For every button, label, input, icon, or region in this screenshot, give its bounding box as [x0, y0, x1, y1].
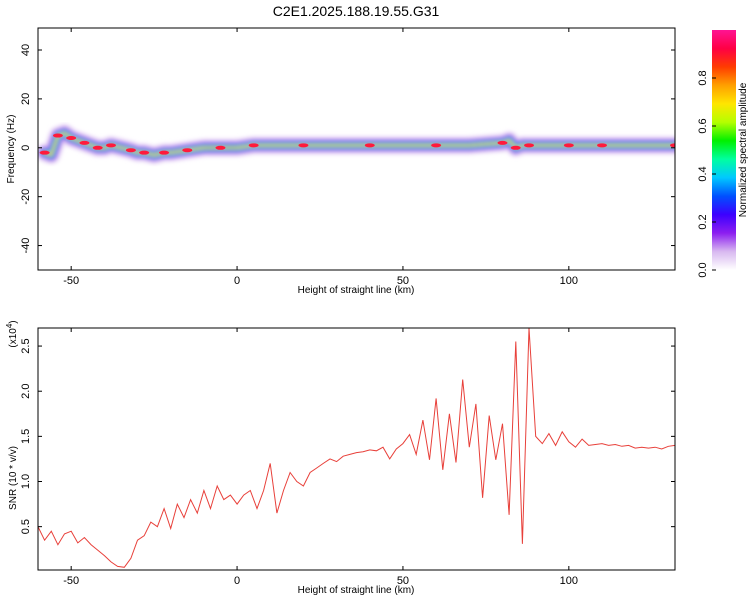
snr-frame — [37, 327, 676, 571]
colorbar-tick-label: 0.6 — [697, 118, 709, 133]
colorbar-tick-label: 0.8 — [697, 70, 709, 85]
heatmap-peak — [92, 145, 103, 150]
snr-x-tick-label: -50 — [63, 575, 79, 587]
snr-x-tick-label: 50 — [397, 575, 409, 587]
heatmap-peak — [66, 136, 77, 140]
heatmap-peak — [510, 145, 521, 150]
heatmap-peak — [670, 143, 675, 148]
snr-ticks: -50 0 50 100 0.5 1.0 1.5 2.0 2.5 — [20, 328, 675, 587]
heatmap-peak — [248, 143, 259, 148]
heatmap-peak — [497, 140, 508, 145]
colorbar-gradient — [712, 30, 736, 270]
heatmap-peak — [182, 148, 193, 153]
colorbar: 0.0 0.2 0.4 0.6 0.8 Normalized spectral ampl… — [697, 30, 749, 278]
snr-x-tick-label: 0 — [234, 575, 240, 587]
snr-panel: -50 0 50 100 0.5 1.0 1.5 2.0 2.5 Height of strai… — [5, 320, 676, 596]
snr-y-tick-label: 1.5 — [20, 429, 32, 444]
spectrogram-y-tick-label: -20 — [20, 189, 32, 205]
snr-y-tick-label: 2.5 — [20, 338, 32, 353]
colorbar-label: Normalized spectral amplitude — [738, 82, 749, 217]
heatmap-peak — [139, 150, 150, 155]
heatmap-peak — [298, 143, 309, 148]
heatmap-layer — [38, 124, 675, 165]
snr-y-multiplier: (x104) — [5, 320, 19, 347]
spectrogram-panel: -50 0 50 100 -40 -20 0 20 40 Height of straight … — [6, 27, 676, 296]
chart-title: C2E1.2025.188.19.55.G31 — [273, 3, 440, 19]
heatmap-peak — [39, 150, 50, 155]
spectrogram-x-tick-label: -50 — [63, 275, 79, 287]
snr-y-tick-label: 2.0 — [20, 384, 32, 399]
spectrogram-x-tick-label: 0 — [234, 275, 240, 287]
heatmap-peak — [125, 148, 136, 153]
heatmap-peak — [524, 143, 535, 148]
spectrogram-x-tick-label: 50 — [397, 275, 409, 287]
spectrogram-y-tick-label: 40 — [20, 44, 32, 56]
colorbar-tick-label: 0.0 — [697, 262, 709, 277]
heatmap-peak — [364, 143, 375, 148]
snr-y-tick-label: 0.5 — [20, 519, 32, 534]
snr-x-label: Height of straight line (km) — [298, 585, 415, 596]
heatmap-peak — [105, 143, 116, 148]
heatmap-peak — [159, 150, 170, 155]
spectrogram-x-tick-label: 100 — [560, 275, 578, 287]
heatmap-peak — [563, 143, 574, 148]
heatmap-peak — [597, 143, 608, 148]
colorbar-tick-label: 0.4 — [697, 166, 709, 181]
snr-y-tick-label: 1.0 — [20, 474, 32, 489]
snr-x-tick-label: 100 — [560, 575, 578, 587]
spectrogram-ticks: -50 0 50 100 -40 -20 0 20 40 — [20, 28, 675, 287]
colorbar-ticks: 0.0 0.2 0.4 0.6 0.8 — [697, 70, 716, 278]
spectrogram-frame — [37, 27, 676, 271]
spectrogram-y-tick-label: 0 — [20, 145, 32, 151]
heatmap-ridge — [38, 124, 675, 165]
colorbar-tick-label: 0.2 — [697, 214, 709, 229]
heatmap-peak — [79, 140, 90, 145]
spectrogram-y-label: Frequency (Hz) — [6, 115, 17, 184]
heatmap-peak — [431, 143, 442, 148]
spectrogram-y-tick-label: 20 — [20, 93, 32, 105]
heatmap-peak — [52, 133, 63, 138]
heatmap-peak — [215, 145, 226, 150]
spectrogram-y-tick-label: -40 — [20, 238, 32, 254]
snr-series-line — [38, 328, 675, 568]
spectrogram-x-label: Height of straight line (km) — [298, 285, 415, 296]
snr-y-label: SNR (10 * v/v) — [8, 446, 19, 510]
